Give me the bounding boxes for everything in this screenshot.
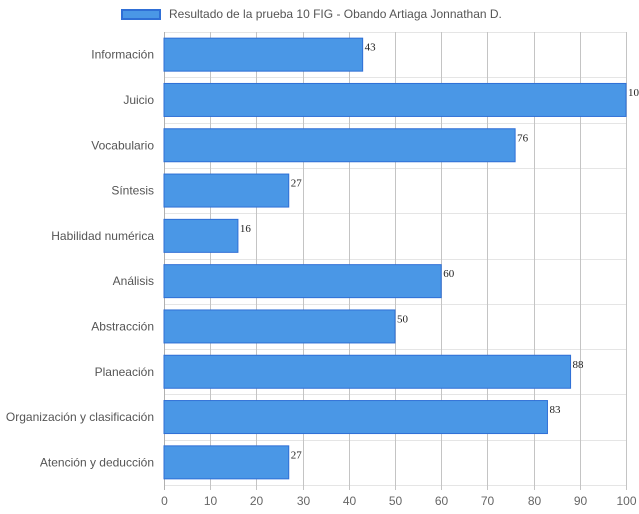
y-category-label: Organización y clasificación	[6, 410, 154, 424]
bar	[163, 400, 548, 435]
data-label: 50	[397, 313, 409, 325]
x-tick-label: 90	[574, 494, 588, 508]
x-tick-label: 50	[389, 494, 403, 508]
bar	[163, 128, 516, 163]
legend-swatch	[121, 8, 161, 20]
y-category-label: Habilidad numérica	[51, 229, 154, 243]
data-label: 88	[573, 359, 585, 371]
data-label: 100	[628, 87, 639, 99]
data-label: 43	[365, 42, 377, 54]
bar	[163, 309, 396, 344]
y-category-label: Abstracción	[91, 319, 154, 333]
bar	[163, 445, 290, 480]
data-label: 60	[443, 268, 455, 280]
y-category-label: Análisis	[113, 274, 154, 288]
x-tick-label: 100	[616, 494, 636, 508]
bar	[163, 173, 290, 208]
x-tick-label: 70	[481, 494, 495, 508]
bar	[163, 218, 239, 253]
x-tick-label: 0	[161, 494, 168, 508]
y-category-label: Vocabulario	[91, 138, 154, 152]
y-category-label: Información	[91, 48, 154, 62]
bar	[163, 354, 572, 389]
y-category-label: Planeación	[95, 365, 154, 379]
legend-label: Resultado de la prueba 10 FIG - Obando A…	[169, 7, 502, 21]
data-label: 27	[291, 178, 303, 190]
x-tick-label: 40	[343, 494, 357, 508]
y-category-label: Síntesis	[111, 184, 154, 198]
data-label: 16	[240, 223, 252, 235]
bar	[163, 37, 364, 72]
x-tick-label: 60	[435, 494, 449, 508]
x-tick-label: 30	[297, 494, 311, 508]
x-tick-label: 20	[250, 494, 264, 508]
y-category-label: Juicio	[123, 93, 154, 107]
bar	[163, 82, 627, 117]
y-category-label: Atención y deducción	[40, 455, 154, 469]
data-label: 76	[517, 132, 529, 144]
chart-legend[interactable]: Resultado de la prueba 10 FIG - Obando A…	[121, 6, 502, 22]
bar	[163, 264, 442, 299]
data-label: 27	[291, 449, 303, 461]
x-tick-label: 80	[528, 494, 542, 508]
data-label: 83	[549, 404, 561, 416]
x-tick-label: 10	[204, 494, 218, 508]
